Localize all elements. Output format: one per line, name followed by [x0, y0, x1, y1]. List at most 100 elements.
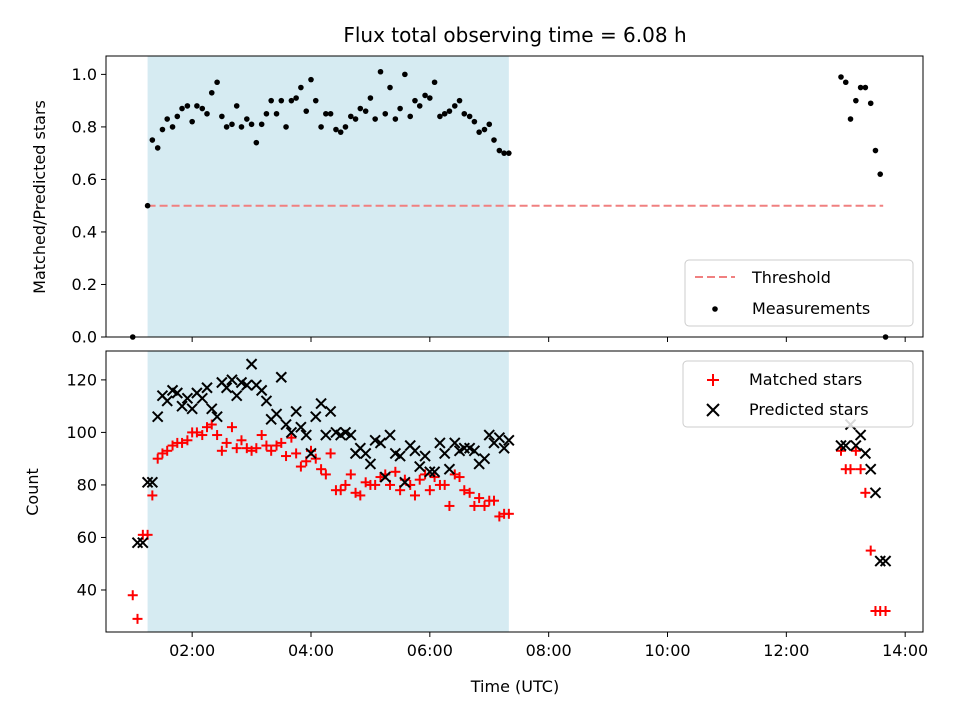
matched-point: [850, 445, 861, 456]
legend-threshold-label: Threshold: [751, 268, 831, 287]
measurement-point: [174, 113, 181, 120]
x-tick-label: 06:00: [407, 641, 453, 660]
predicted-point: [255, 384, 268, 397]
matched-point: [231, 443, 242, 454]
measurement-point: [456, 97, 463, 104]
matched-point: [310, 453, 321, 464]
measurement-point: [397, 105, 403, 112]
measurement-point: [422, 92, 428, 99]
predicted-point: [424, 466, 436, 478]
top-y-tick-label: 0.4: [72, 222, 97, 241]
predicted-point: [211, 410, 223, 423]
matched-point: [469, 500, 480, 511]
predicted-point: [449, 437, 461, 449]
measurement-point: [308, 76, 314, 83]
predicted-point: [498, 442, 510, 454]
chart-title: Flux total observing time = 6.08 h: [343, 23, 686, 47]
bottom-series-1: [131, 358, 892, 567]
matched-point: [340, 479, 351, 490]
predicted-point: [879, 555, 892, 567]
legend-measurements-swatch: [712, 306, 718, 312]
measurement-point: [838, 74, 844, 80]
predicted-point: [419, 450, 431, 462]
measurement-point: [184, 103, 191, 109]
x-axis-label: Time (UTC): [470, 677, 559, 696]
predicted-point: [443, 463, 456, 475]
matched-point: [439, 479, 450, 490]
predicted-point: [835, 439, 847, 452]
matched-point: [444, 500, 455, 511]
predicted-point: [493, 431, 506, 444]
measurement-point: [164, 116, 171, 122]
predicted-point: [231, 389, 243, 402]
predicted-point: [324, 405, 337, 418]
matched-point: [836, 445, 847, 456]
measurement-point: [392, 116, 399, 122]
predicted-point: [438, 447, 451, 460]
measurement-point: [441, 110, 448, 117]
predicted-point: [131, 537, 144, 549]
predicted-point: [171, 387, 184, 399]
matched-point: [221, 437, 232, 448]
x-tick-label: 04:00: [288, 641, 334, 660]
measurement-point: [189, 118, 195, 125]
predicted-point: [394, 450, 406, 462]
predicted-point: [859, 447, 872, 460]
measurement-point: [437, 113, 443, 120]
measurement-point: [362, 108, 369, 114]
matched-point: [424, 485, 435, 496]
predicted-point: [141, 476, 154, 489]
measurement-point: [312, 97, 319, 104]
measurement-point: [377, 68, 384, 75]
measurement-point: [293, 95, 299, 101]
measurement-point: [194, 103, 200, 109]
measurement-point: [357, 105, 364, 112]
measurement-point: [877, 171, 884, 177]
matched-point: [845, 464, 856, 475]
matched-point: [152, 453, 163, 464]
predicted-point: [399, 476, 411, 489]
measurement-point: [223, 124, 230, 130]
measurement-point: [387, 84, 393, 91]
bottom-y-tick-label: 100: [66, 423, 97, 442]
measurement-point: [278, 97, 285, 104]
measurement-point: [872, 147, 879, 154]
measurement-point: [867, 100, 874, 107]
predicted-point: [196, 392, 208, 404]
legend-matched-label: Matched stars: [749, 370, 862, 389]
measurement-point: [402, 71, 408, 78]
predicted-point: [181, 392, 194, 404]
matched-point: [127, 590, 138, 601]
measurement-point: [451, 103, 458, 109]
measurement-point: [352, 116, 359, 122]
x-tick-label: 08:00: [526, 641, 572, 660]
measurement-point: [273, 110, 280, 117]
measurement-point: [219, 113, 225, 120]
top-y-tick-label: 1.0: [72, 65, 97, 84]
matched-point: [409, 490, 420, 501]
matched-point: [325, 448, 336, 459]
measurement-point: [268, 97, 274, 104]
matched-point: [281, 451, 292, 462]
predicted-point: [161, 395, 173, 407]
predicted-point: [345, 429, 357, 441]
measurement-point: [149, 137, 156, 143]
bottom-y-tick-label: 80: [77, 475, 97, 494]
matched-point: [479, 500, 490, 511]
predicted-point: [220, 382, 233, 394]
bottom-y-tick-label: 120: [66, 370, 97, 389]
measurement-point: [233, 103, 240, 109]
predicted-point: [503, 434, 515, 446]
predicted-point: [275, 371, 287, 383]
matched-point: [226, 422, 237, 433]
predicted-point: [428, 466, 441, 478]
matched-point: [860, 487, 871, 498]
matched-point: [414, 474, 425, 485]
predicted-point: [434, 437, 446, 449]
predicted-point: [374, 437, 387, 449]
measurement-point: [258, 121, 265, 128]
measurement-point: [323, 110, 329, 117]
measurement-point: [372, 116, 378, 122]
measurement-point: [263, 110, 270, 117]
top-shaded-interval: [147, 56, 509, 337]
